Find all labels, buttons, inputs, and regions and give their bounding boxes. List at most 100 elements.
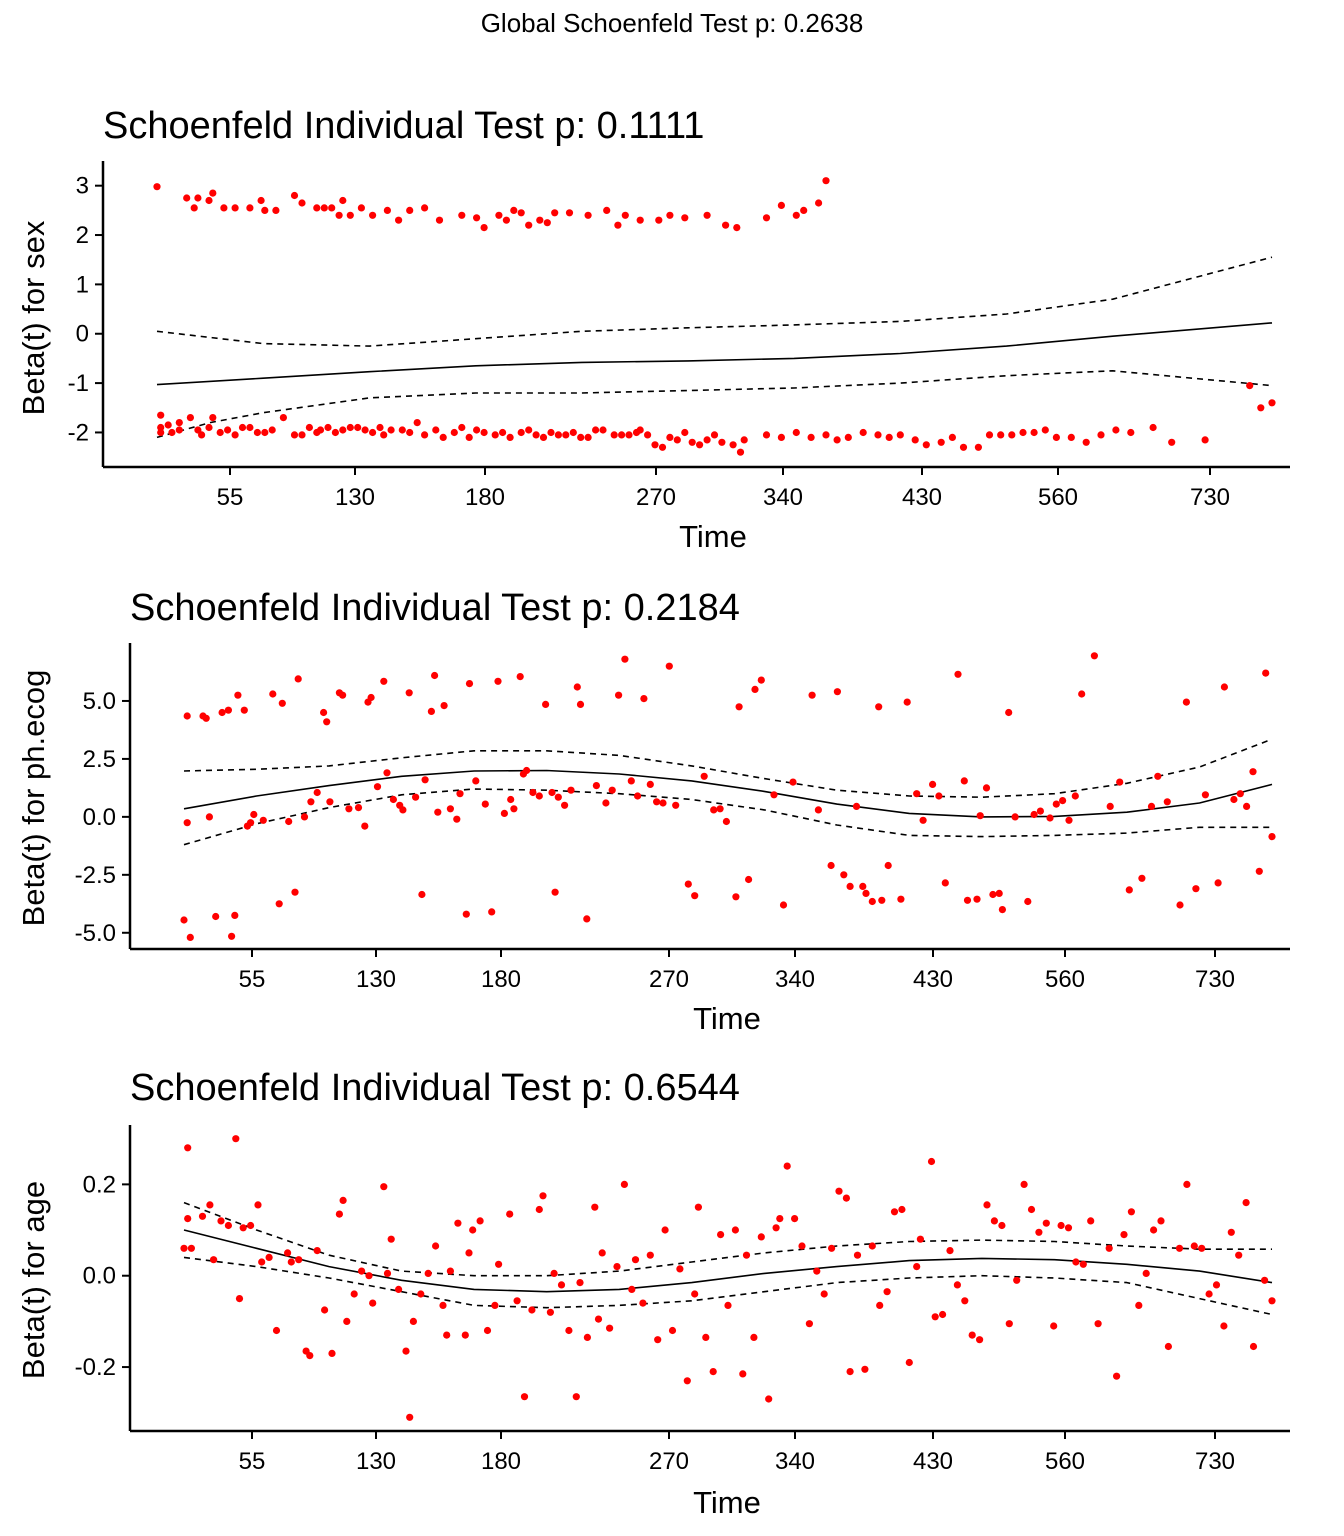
residual-point — [328, 204, 336, 212]
residual-point — [954, 670, 962, 678]
residual-point — [916, 1235, 925, 1243]
residual-point — [1008, 431, 1016, 439]
residual-point — [339, 426, 347, 434]
residual-point — [941, 879, 949, 887]
residual-point — [1052, 433, 1060, 441]
residual-point — [513, 1297, 521, 1305]
residual-point — [529, 788, 537, 797]
residual-point — [691, 1290, 699, 1298]
residual-point — [896, 431, 904, 439]
residual-point — [439, 433, 447, 441]
residual-point — [202, 714, 210, 722]
residual-point — [224, 1221, 232, 1230]
residual-point — [1150, 1226, 1158, 1234]
residual-point — [231, 431, 239, 439]
residual-point — [897, 895, 905, 903]
residual-point — [1094, 1320, 1102, 1328]
residual-point — [948, 433, 957, 441]
residual-point — [298, 199, 306, 207]
residual-point — [523, 766, 531, 775]
residual-point — [776, 1215, 784, 1223]
residual-point — [491, 1301, 499, 1309]
residual-point — [1157, 1217, 1165, 1225]
residual-point — [1090, 652, 1098, 660]
residual-point — [365, 1272, 373, 1280]
residual-point — [313, 788, 321, 797]
x-tick-label: 730 — [1190, 484, 1230, 511]
residual-point — [791, 1215, 799, 1223]
residual-point — [1116, 778, 1124, 786]
residual-point — [198, 431, 206, 439]
residual-point — [683, 1377, 691, 1385]
y-axis-label-age: Beta(t) for age — [16, 1181, 51, 1379]
residual-point — [228, 932, 236, 940]
residual-point — [840, 871, 848, 879]
residual-point — [735, 703, 743, 711]
residual-point — [1268, 1297, 1276, 1305]
residual-point — [395, 216, 403, 224]
residual-point — [800, 206, 808, 214]
residual-point — [651, 441, 659, 449]
residual-point — [762, 214, 771, 222]
residual-point — [792, 428, 800, 437]
residual-point — [287, 1258, 295, 1266]
residual-point — [1082, 438, 1090, 446]
residual-point — [573, 683, 581, 691]
residual-point — [621, 211, 629, 219]
y-tick-label: 1 — [76, 271, 89, 298]
residual-point — [807, 433, 815, 441]
residual-point — [361, 822, 369, 830]
residual-point — [1041, 426, 1049, 434]
residual-point — [456, 790, 464, 798]
residual-point — [772, 1224, 780, 1232]
residual-point — [469, 1226, 477, 1234]
residual-point — [543, 219, 551, 227]
residual-point — [859, 882, 867, 891]
residual-point — [1011, 813, 1019, 821]
residual-point — [369, 1299, 377, 1307]
residual-point — [762, 431, 771, 439]
residual-point — [440, 702, 448, 710]
residual-point — [265, 1253, 273, 1261]
residual-point — [1201, 436, 1209, 444]
residual-point — [205, 423, 213, 432]
residual-point — [439, 1301, 447, 1309]
residual-point — [931, 1313, 939, 1321]
residual-point — [1064, 1224, 1073, 1232]
y-tick-label: 0.2 — [83, 1171, 116, 1198]
residual-point — [1013, 1276, 1021, 1284]
residual-point — [770, 791, 778, 799]
residual-point — [261, 428, 269, 437]
residual-point — [369, 211, 377, 219]
x-tick-label: 55 — [217, 484, 244, 511]
residual-point — [1135, 1301, 1143, 1309]
residual-point — [300, 813, 309, 821]
residual-point — [454, 1219, 462, 1227]
residual-point — [820, 1290, 828, 1298]
y-axis-label-sex: Beta(t) for sex — [16, 220, 51, 415]
residual-point — [615, 691, 623, 699]
residual-point — [672, 801, 680, 809]
x-tick-label: 340 — [775, 966, 815, 993]
residual-point — [373, 783, 382, 791]
residual-point — [779, 901, 788, 909]
residual-point — [960, 777, 968, 785]
residual-point — [1079, 1260, 1087, 1268]
residual-point — [792, 211, 800, 219]
residual-point — [842, 1194, 851, 1202]
residual-point — [536, 216, 544, 224]
residual-point — [551, 888, 559, 896]
y-tick-label: 2.5 — [83, 746, 116, 773]
residual-point — [1030, 810, 1038, 819]
residual-point — [584, 211, 592, 219]
residual-point — [481, 800, 489, 808]
residual-point — [739, 1370, 747, 1378]
residual-point — [676, 1265, 684, 1273]
residual-point — [968, 1331, 976, 1339]
residual-point — [625, 431, 633, 439]
residual-point — [258, 1258, 266, 1266]
residual-point — [696, 441, 704, 449]
residual-point — [324, 423, 332, 432]
x-tick-label: 430 — [913, 966, 953, 993]
residual-point — [584, 433, 592, 441]
